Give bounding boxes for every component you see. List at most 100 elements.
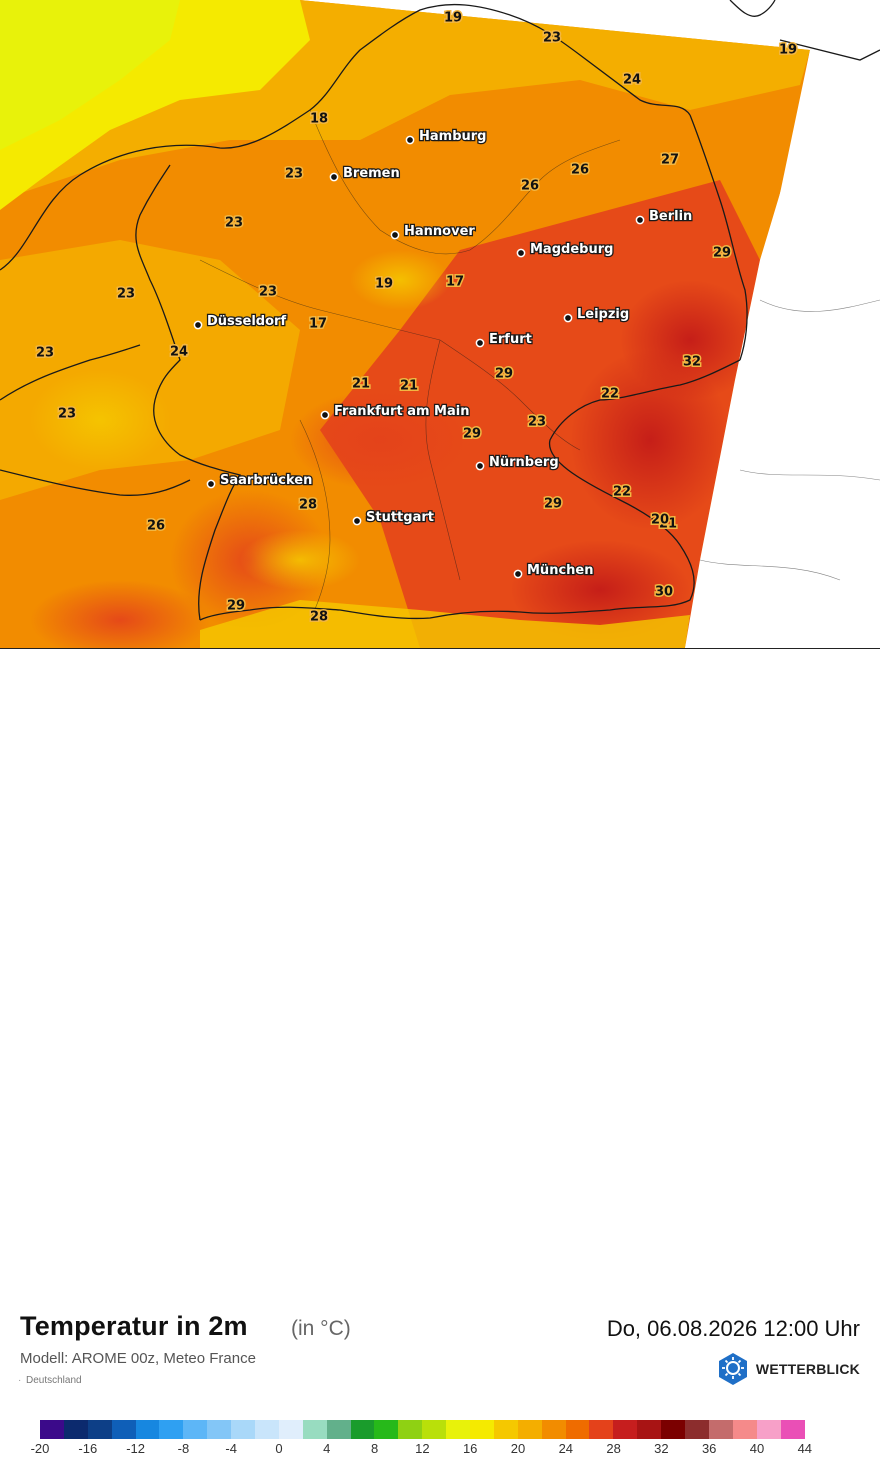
- city-label: Magdeburg: [530, 242, 613, 257]
- scale-swatch: [637, 1420, 662, 1439]
- city-label: Leipzig: [577, 307, 629, 322]
- map-canvas: 19 23 19 24 18 27 23 26 26 23 29 23 17 19 23 23 17 24 23 32…: [0, 0, 880, 648]
- city-marker[interactable]: [516, 248, 526, 258]
- city-label: Hannover: [404, 224, 475, 239]
- scale-swatch: [278, 1420, 303, 1439]
- unit-label: (in °C): [291, 1317, 351, 1340]
- city-marker[interactable]: [475, 461, 485, 471]
- scale-swatch: [159, 1420, 184, 1439]
- city-label: Stuttgart: [366, 510, 434, 525]
- temperature-value: 26: [147, 519, 165, 534]
- city-label: Hamburg: [419, 129, 486, 144]
- city-marker[interactable]: [390, 230, 400, 240]
- scale-swatch: [708, 1420, 733, 1439]
- color-scale: [40, 1420, 805, 1439]
- city-label: Erfurt: [489, 332, 532, 347]
- temperature-value: 21: [400, 379, 418, 394]
- city-marker[interactable]: [352, 516, 362, 526]
- scale-swatch: [350, 1420, 375, 1439]
- scale-tick: 16: [462, 1441, 478, 1456]
- scale-tick: 44: [797, 1441, 813, 1456]
- map-title: Temperatur in 2m: [20, 1311, 248, 1341]
- temperature-value: 22: [601, 387, 619, 402]
- region-label: Deutschland: [26, 1375, 82, 1386]
- city-marker[interactable]: [513, 569, 523, 579]
- temperature-value: 32: [683, 355, 701, 370]
- city-label: Saarbrücken: [220, 473, 312, 488]
- scale-tick: 4: [323, 1441, 331, 1456]
- scale-tick: 20: [510, 1441, 526, 1456]
- city-marker[interactable]: [563, 313, 573, 323]
- temperature-value: 23: [259, 285, 277, 300]
- forecast-datetime: Do, 06.08.2026 12:00 Uhr: [606, 1316, 860, 1341]
- scale-tick: 32: [654, 1441, 669, 1456]
- scale-swatch: [231, 1420, 256, 1439]
- temperature-value: 21: [352, 377, 370, 392]
- temperature-value: 28: [299, 498, 317, 513]
- temperature-labels: 19 23 19 24 18 27 23 26 26 23 29 23 17 19 23 23 17 24 23 32…: [34, 9, 798, 626]
- scale-swatch: [565, 1420, 590, 1439]
- scale-swatch: [398, 1420, 423, 1439]
- scale-swatch: [517, 1420, 542, 1439]
- city-marker[interactable]: [206, 479, 216, 489]
- temperature-value: 18: [310, 112, 328, 127]
- scale-tick: 8: [370, 1441, 379, 1456]
- temperature-value: 26: [571, 163, 589, 178]
- temperature-value: 24: [623, 73, 641, 88]
- scale-swatch: [87, 1420, 112, 1439]
- scale-tick: -4: [225, 1441, 237, 1456]
- sun-cloud-icon: [718, 1353, 747, 1385]
- model-info: Modell: AROME 00z, Meteo France: [20, 1350, 256, 1367]
- scale-swatch: [135, 1420, 160, 1439]
- cities: Hamburg Bremen Berlin Hannover Magdeburg Leip…: [193, 128, 694, 579]
- scale-tick: 36: [701, 1441, 717, 1456]
- temperature-value: 19: [779, 43, 797, 58]
- brand-logo[interactable]: WETTERBLICK: [716, 1352, 860, 1386]
- scale-swatch: [756, 1420, 781, 1439]
- brand-name: WETTERBLICK: [755, 1361, 860, 1377]
- temperature-value: 23: [543, 31, 561, 46]
- temperature-value: 23: [58, 407, 76, 422]
- city-marker[interactable]: [475, 338, 485, 348]
- city-marker[interactable]: [329, 172, 339, 182]
- city-marker[interactable]: [193, 320, 203, 330]
- temperature-value: 26: [521, 179, 539, 194]
- temperature-value: 21: [659, 517, 677, 532]
- city-label: Berlin: [649, 209, 692, 224]
- scale-swatch: [493, 1420, 518, 1439]
- temperature-value: 29: [463, 427, 481, 442]
- scale-swatch: [685, 1420, 709, 1439]
- temperature-value: 27: [661, 153, 679, 168]
- scale-swatch: [63, 1420, 88, 1439]
- city-label: Bremen: [343, 166, 400, 181]
- state-borders: [199, 109, 880, 621]
- scale-swatch: [111, 1420, 136, 1439]
- temperature-value: 23: [528, 415, 546, 430]
- scale-swatch: [255, 1420, 279, 1439]
- scale-swatch: [374, 1420, 399, 1439]
- temperature-value: 19: [375, 277, 393, 292]
- temperature-value: 22: [613, 485, 631, 500]
- temperature-value: 29: [227, 599, 245, 614]
- scale-tick: -20: [30, 1441, 50, 1456]
- scale-swatch: [589, 1420, 614, 1439]
- scale-swatch: [732, 1420, 757, 1439]
- scale-tick: -16: [78, 1441, 98, 1456]
- scale-swatch: [470, 1420, 494, 1439]
- city-marker[interactable]: [635, 215, 645, 225]
- city-marker[interactable]: [405, 135, 415, 145]
- scale-tick: -8: [177, 1441, 190, 1456]
- scale-tick: 24: [558, 1441, 574, 1456]
- temperature-value: 29: [713, 246, 731, 261]
- scale-tick: 12: [415, 1441, 430, 1456]
- city-marker[interactable]: [320, 410, 330, 420]
- scale-swatch: [422, 1420, 447, 1439]
- temperature-value: 28: [310, 610, 328, 625]
- temperature-value: 30: [655, 585, 673, 600]
- scale-swatch: [207, 1420, 232, 1439]
- scale-tick: 28: [606, 1441, 621, 1456]
- city-label: Frankfurt am Main: [334, 404, 469, 419]
- scale-swatch: [326, 1420, 351, 1439]
- temperature-value: 23: [285, 167, 303, 182]
- scale-ticks: -20 -16 -12 -8 -4 0 4 8 12 16 20 24 28 32 36 40 44: [0, 1441, 880, 1457]
